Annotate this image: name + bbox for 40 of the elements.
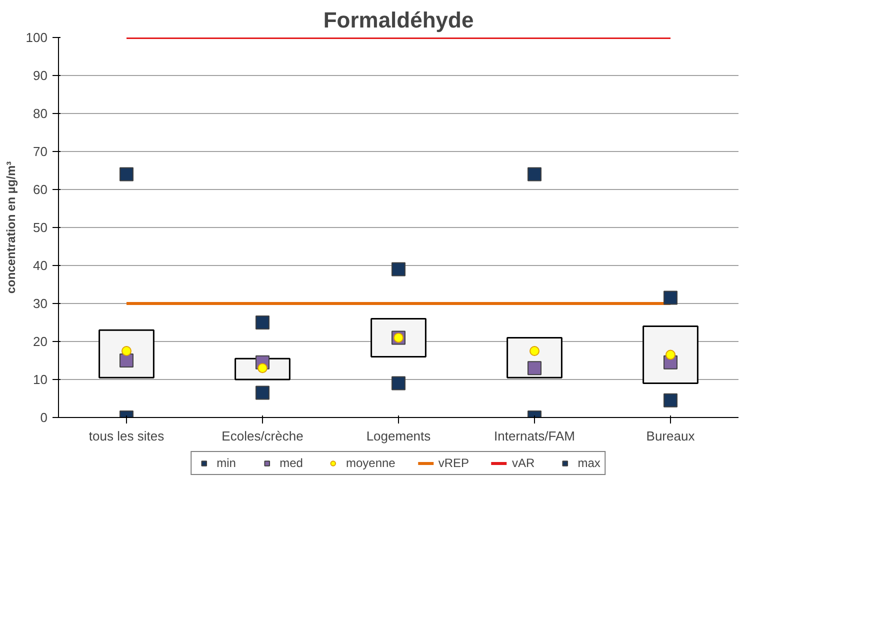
point	[120, 167, 134, 182]
y-tick-label: 60	[33, 182, 48, 197]
y-axis-title: concentration en µg/m³	[4, 161, 18, 294]
legend-label: max	[578, 456, 600, 470]
point	[256, 316, 270, 330]
point	[530, 346, 540, 356]
legend-label: moyenne	[346, 456, 396, 470]
point	[528, 167, 542, 182]
y-tick-label: 50	[33, 220, 48, 235]
point	[256, 386, 270, 400]
y-tick-label: 20	[33, 334, 48, 349]
y-tick-label: 10	[33, 372, 48, 387]
x-tick-label: Internats/FAM	[494, 428, 575, 444]
bar	[642, 326, 698, 384]
point	[258, 363, 268, 374]
x-tick-label: tous les sites	[88, 428, 165, 444]
legend-label: vREP	[438, 456, 470, 470]
x-tick-label: Logements	[366, 428, 432, 444]
point	[528, 361, 542, 376]
y-tick-label: 70	[33, 144, 48, 159]
y-tick-label: 30	[33, 296, 48, 311]
point	[666, 350, 676, 360]
point	[664, 290, 678, 305]
legend-label: med	[280, 456, 303, 470]
bar	[370, 318, 426, 358]
point	[664, 393, 678, 408]
bar	[98, 329, 154, 378]
point	[392, 262, 406, 276]
point	[122, 346, 132, 356]
point	[392, 376, 406, 390]
chart-title: Formaldéhyde	[323, 8, 474, 32]
legend-label: vAR	[512, 456, 535, 470]
y-tick-label: 100	[26, 30, 48, 45]
y-tick-label: 0	[40, 410, 48, 425]
y-tick-label: 40	[33, 258, 48, 273]
x-tick-label: Bureaux	[646, 428, 696, 444]
y-tick-label: 90	[33, 68, 48, 83]
y-tick-label: 80	[33, 106, 48, 121]
x-tick-label: Ecoles/crèche	[222, 428, 304, 444]
legend-label: min	[216, 456, 237, 470]
